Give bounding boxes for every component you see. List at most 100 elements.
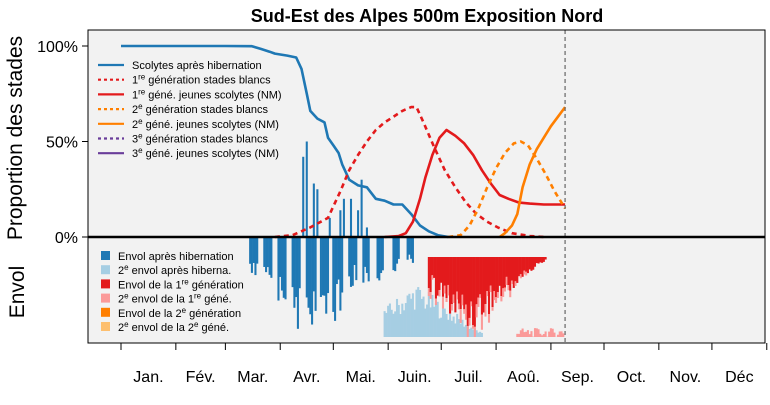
flight-bar [420,298,423,337]
flight-bar [351,237,354,286]
flight-bar [496,257,499,293]
flight-bar [477,257,480,298]
flight-bar [325,237,328,314]
flight-bar [500,296,503,302]
flight-bar [433,257,436,278]
flight-bar [348,237,351,277]
flight-bar [450,257,453,305]
flight-bar [309,237,312,315]
flight-bar [518,333,521,337]
flight-bar [463,326,466,337]
flight-bar [502,257,505,289]
flight-bar [436,301,439,337]
flight-bar [291,237,294,288]
x-tick-label: Juin. [398,369,432,386]
flight-bar [496,292,499,298]
legend-swatch [101,322,110,331]
flight-bar [456,291,459,300]
flight-bar [395,298,399,337]
flight-bar [411,293,414,337]
flight-bar [542,257,545,262]
flight-bar [495,297,498,303]
flight-bar [399,314,402,337]
flight-bar [507,285,510,291]
flight-bar [397,305,400,337]
flight-bar [431,275,434,280]
flight-bar [367,237,370,282]
flight-bar [480,257,483,315]
flight-bar [270,237,273,278]
flight-bar [434,303,437,337]
x-tick-label: Fév. [186,369,216,386]
flight-bar [249,237,252,264]
flight-bar [357,210,360,237]
flight-bar [429,292,432,299]
flight-bar [454,323,457,337]
flight-bar [461,257,464,295]
flight-bar [452,257,455,295]
flight-bar [408,293,411,337]
flight-bar [298,237,301,289]
flight-bar [491,307,494,311]
flight-bar [282,237,285,298]
flight-bar [349,237,353,287]
flight-bar [493,257,496,291]
flight-bar [381,237,384,271]
flight-bar [427,257,430,289]
y-tick-label: 100% [37,39,78,56]
flight-bar [516,333,519,337]
flight-bar [463,309,466,314]
flight-bar [528,334,531,337]
flight-bar [429,307,432,337]
flight-bar [479,294,482,298]
flight-bar [319,237,322,297]
flight-bar [553,332,556,337]
flight-bar [392,237,395,271]
flight-bar [385,312,388,337]
flight-bar [551,328,554,337]
flight-bar [486,290,489,297]
legend-label: 1re génération stades blancs [132,73,271,87]
flight-bar [489,257,492,286]
flight-bar [250,237,253,273]
flight-bar [445,313,448,337]
flight-bar [533,257,537,267]
flight-bar [456,313,459,337]
flight-bar [530,257,533,271]
flight-bar [434,298,437,305]
flight-bar [431,257,434,276]
flight-bar [364,237,367,267]
flight-bar [535,257,538,264]
legend-label: 2e génération stades blancs [132,102,268,116]
flight-bar [263,237,266,267]
flight-bar [479,257,482,295]
series-line-2 [384,128,566,239]
flight-bar [280,237,284,291]
flight-bar [365,237,368,274]
flight-bar [443,257,446,286]
flight-bar [521,328,524,337]
flight-bar [256,237,259,264]
flight-bar [427,292,430,337]
axes: 100% 50% 0% Jan. Fév. Mar. Avr. Mai. Juin. Juil. A… [37,29,768,386]
flight-bar [512,257,515,288]
flight-bar [438,318,441,337]
legend-swatch [101,265,110,275]
flight-bar [447,257,450,285]
legend-label: Envol après hibernation [118,251,234,263]
x-tick-label: Juil. [454,369,482,386]
flight-bar [475,304,478,318]
flight-bar [449,257,452,314]
flight-bar [441,257,445,297]
flight-bar [436,257,439,296]
flight-bar [312,183,315,237]
legend-swatch [101,251,110,260]
legend-label: 2e envol après hiberna. [118,263,231,277]
flight-bar [456,257,459,292]
flight-bar [394,311,397,337]
flight-bar [495,257,498,298]
legend-label: 3e génération stades blancs [132,132,268,146]
legend-label: 3e géné. jeunes scolytes (NM) [132,146,279,160]
legend-label: Envol de la 1re génération [118,277,244,291]
